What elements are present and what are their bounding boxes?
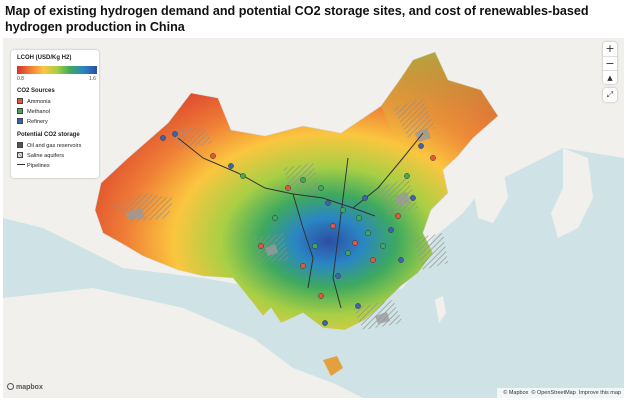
hainan-island [323,356,343,376]
methanol-site[interactable] [345,250,351,256]
ammonia-site[interactable] [210,153,216,159]
zoom-controls: + − ▲ [603,42,617,84]
ammonia-site[interactable] [352,240,358,246]
refinery-site[interactable] [398,257,404,263]
page-title: Map of existing hydrogen demand and pote… [5,4,589,34]
attribution-mapbox-link[interactable]: © Mapbox [503,390,529,396]
methanol-site[interactable] [300,177,306,183]
methanol-site[interactable] [365,230,371,236]
legend-label: Pipelines [27,163,50,169]
oil-gas-reservoir-tarim [125,208,145,220]
refinery-site[interactable] [172,131,178,137]
oil-gas-reservoir-bohai [395,192,410,206]
legend-label: Oil and gas reservoirs [27,143,82,149]
japan-islands [551,148,593,238]
refinery-site[interactable] [335,273,341,279]
legend-item-ammonia[interactable]: Ammonia [17,98,51,106]
ammonia-site[interactable] [395,213,401,219]
refinery-site[interactable] [160,135,166,141]
pipeline-north-south [332,157,349,309]
map-svg [3,38,624,398]
ammonia-swatch [17,98,23,104]
fullscreen-button[interactable]: ⤢ [603,88,617,102]
legend-item-pipelines[interactable]: Pipelines [17,162,50,170]
refinery-site[interactable] [228,163,234,169]
ammonia-site[interactable] [258,243,264,249]
pipeline-southwest [292,193,314,289]
legend-item-saline[interactable]: Saline aquifers [17,152,64,160]
ammonia-site[interactable] [285,185,291,191]
refinery-site[interactable] [410,195,416,201]
attribution-osm-link[interactable]: © OpenStreetMap [531,390,576,396]
legend-label: Ammonia [27,99,51,105]
map-canvas[interactable]: LCOH (USD/Kg H2) 0.8 1.6 CO2 Sources Amm… [3,38,624,398]
legend-item-oil-gas[interactable]: Oil and gas reservoirs [17,142,81,150]
methanol-site[interactable] [356,215,362,221]
zoom-out-button[interactable]: − [603,56,617,71]
cost-color-scale [17,66,97,74]
methanol-site[interactable] [312,243,318,249]
scale-min-label: 0.8 [17,76,24,82]
ammonia-site[interactable] [318,293,324,299]
zoom-in-button[interactable]: + [605,42,615,55]
refinery-site[interactable] [388,227,394,233]
refinery-site[interactable] [322,320,328,326]
saline-swatch [17,152,23,158]
mapbox-logo-icon [7,383,14,390]
korean-peninsula [473,158,508,223]
mapbox-logo[interactable]: mapbox [7,383,43,391]
saline-aquifer-songliao [393,98,435,138]
refinery-swatch [17,118,23,124]
ammonia-site[interactable] [300,263,306,269]
oil-gas-reservoir-sichuan [265,244,278,256]
methanol-site[interactable] [272,215,278,221]
methanol-site[interactable] [380,243,386,249]
compass-button[interactable]: ▲ [603,70,617,85]
methanol-swatch [17,108,23,114]
co2-source-points [160,131,436,326]
legend-label: Saline aquifers [27,153,65,159]
storage-heading: Potential CO2 storage [17,132,80,138]
refinery-site[interactable] [418,143,424,149]
methanol-site[interactable] [240,173,246,179]
refinery-site[interactable] [325,200,331,206]
oil-gas-reservoir-pearl-river [375,312,390,324]
pipeline-swatch [17,163,25,165]
ammonia-site[interactable] [330,223,336,229]
co2-sources-heading: CO2 Sources [17,88,55,94]
mapbox-logo-text: mapbox [16,384,43,391]
refinery-site[interactable] [362,195,368,201]
map-attribution: © Mapbox © OpenStreetMap Improve this map [497,388,624,398]
methanol-site[interactable] [404,173,410,179]
legend-title: LCOH (USD/Kg H2) [17,55,72,61]
methanol-site[interactable] [340,207,346,213]
ammonia-site[interactable] [430,155,436,161]
oil-gas-swatch [17,142,23,148]
saline-aquifer-junggar [168,126,213,150]
saline-aquifer-offshore-east [413,233,448,270]
legend-item-refinery[interactable]: Refinery [17,118,48,126]
legend-label: Methanol [27,109,51,115]
methanol-site[interactable] [318,185,324,191]
surrounding-land-south [3,288,363,398]
legend-item-methanol[interactable]: Methanol [17,108,50,116]
legend-label: Refinery [27,119,48,125]
ammonia-site[interactable] [370,257,376,263]
scale-max-label: 1.6 [89,76,96,82]
pipeline-west-east [177,137,376,217]
attribution-improve-link[interactable]: Improve this map [578,390,621,396]
map-legend: LCOH (USD/Kg H2) 0.8 1.6 CO2 Sources Amm… [11,50,99,178]
refinery-site[interactable] [355,303,361,309]
taiwan-island [435,296,446,323]
